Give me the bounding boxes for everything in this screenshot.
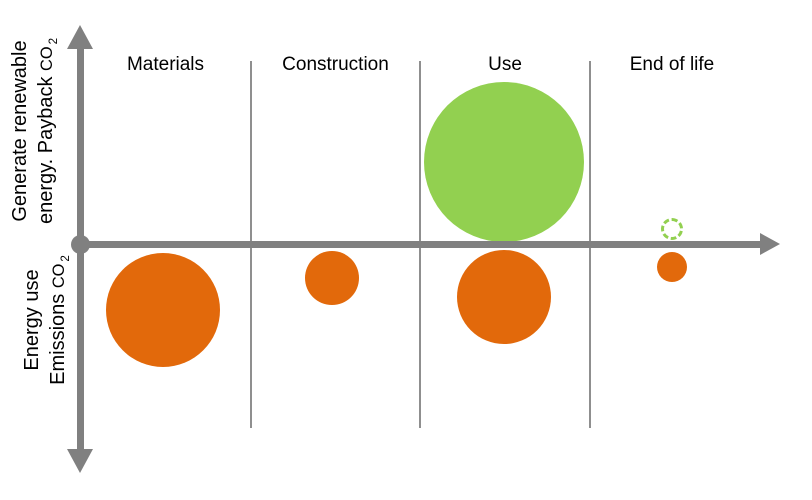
co2-subscript: 2 <box>47 37 60 45</box>
y-axis-positive-label-line2: energy. Payback CO2 <box>35 37 60 225</box>
bubble-use-payback <box>424 82 584 242</box>
co2-subscript: 2 <box>59 255 72 262</box>
y-axis-positive-label: Generate renewable energy. Payback CO2 <box>7 11 60 251</box>
y-axis-arrow-down-icon <box>67 449 93 473</box>
bubble-use-emissions <box>457 250 551 344</box>
y-axis-negative-label-line1: Energy use <box>21 269 43 371</box>
bubble-materials-emissions <box>106 253 220 367</box>
y-axis-arrow-up-icon <box>67 25 93 49</box>
phase-label-use: Use <box>488 54 522 75</box>
co2-text: CO <box>38 46 56 71</box>
axis-origin-dot <box>71 235 90 254</box>
phase-label-construction: Construction <box>282 54 389 75</box>
bubble-construction-emissions <box>305 251 359 305</box>
phase-label-materials: Materials <box>126 54 205 75</box>
co2-text: CO <box>50 263 68 289</box>
bubble-end-of-life-emissions <box>657 252 687 282</box>
x-axis-line <box>77 241 762 248</box>
x-axis-arrow-right-icon <box>760 233 780 255</box>
y-axis-negative-label: Energy use Emissions CO2 <box>19 220 72 420</box>
bubble-end-of-life-payback <box>661 218 683 240</box>
y-axis-negative-label-line2: Emissions CO2 <box>47 255 72 385</box>
y-axis-positive-label-line1: Generate renewable <box>9 40 31 222</box>
phase-label-end-of-life: End of life <box>629 54 715 75</box>
